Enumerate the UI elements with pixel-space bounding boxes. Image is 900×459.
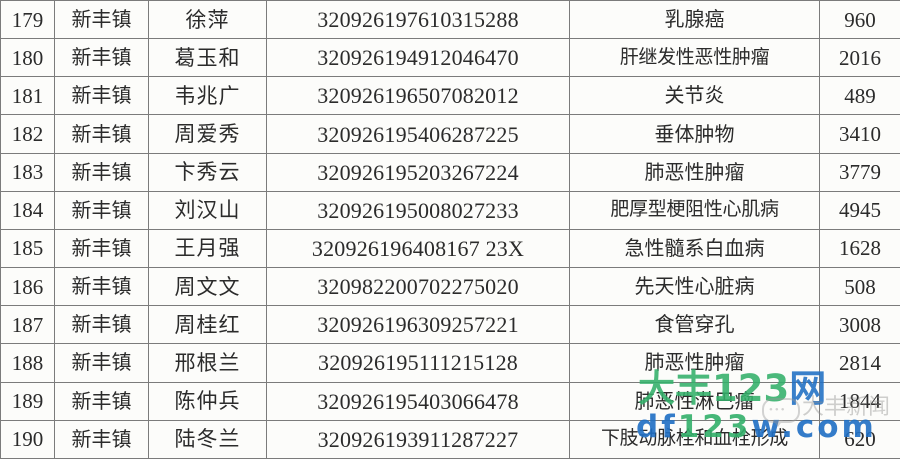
cell-index[interactable]: 189: [0, 381, 55, 421]
cell-id-number[interactable]: 320926194912046470: [266, 38, 570, 78]
cell-id-number[interactable]: 320926196309257221: [266, 305, 570, 345]
cell-disease[interactable]: 先天性心脏病: [569, 267, 820, 307]
cell-disease[interactable]: 急性髓系白血病: [569, 228, 820, 269]
cell-name[interactable]: 韦兆广: [148, 76, 267, 116]
cell-disease[interactable]: 肺恶性肿瘤: [569, 152, 820, 192]
cell-name[interactable]: 葛玉和: [148, 38, 267, 78]
cell-name[interactable]: 陆冬兰: [148, 419, 267, 459]
cell-town[interactable]: 新丰镇: [54, 0, 149, 40]
cell-disease[interactable]: 下肢动脉栓和血栓形成: [569, 419, 820, 459]
cell-amount[interactable]: 489: [819, 76, 900, 116]
cell-disease[interactable]: 肺恶性肿瘤: [569, 343, 820, 383]
cell-index[interactable]: 185: [0, 228, 55, 269]
cell-disease[interactable]: 肥厚型梗阻性心肌病: [569, 190, 820, 230]
cell-name[interactable]: 陈仲兵: [148, 381, 267, 421]
table-row[interactable]: 180 新丰镇 葛玉和 320926194912046470 肝继发性恶性肿瘤 …: [0, 38, 900, 78]
cell-disease[interactable]: 肝继发性恶性肿瘤: [569, 38, 820, 78]
cell-town[interactable]: 新丰镇: [54, 76, 149, 116]
cell-town[interactable]: 新丰镇: [54, 190, 149, 230]
table-row[interactable]: 183 新丰镇 卞秀云 320926195203267224 肺恶性肿瘤 377…: [0, 152, 900, 192]
table-row[interactable]: 181 新丰镇 韦兆广 320926196507082012 关节炎 489: [0, 76, 900, 116]
table-row[interactable]: 188 新丰镇 邢根兰 320926195111215128 肺恶性肿瘤 281…: [0, 343, 900, 383]
cell-id-number[interactable]: 320926196507082012: [266, 76, 570, 116]
cell-index[interactable]: 184: [0, 190, 55, 230]
cell-name[interactable]: 周桂红: [148, 305, 267, 345]
cell-name[interactable]: 徐萍: [148, 0, 267, 40]
table-row[interactable]: 189 新丰镇 陈仲兵 320926195403066478 肺恶性淋巴瘤 18…: [0, 381, 900, 421]
cell-index[interactable]: 179: [0, 0, 55, 40]
cell-id-number[interactable]: 320926195403066478: [266, 381, 570, 421]
cell-name[interactable]: 周爱秀: [148, 114, 267, 154]
cell-index[interactable]: 186: [0, 267, 55, 307]
cell-id-number[interactable]: 320926193911287227: [266, 419, 570, 459]
cell-index[interactable]: 190: [0, 419, 55, 459]
cell-disease[interactable]: 关节炎: [569, 76, 820, 116]
cell-name[interactable]: 周文文: [148, 267, 267, 307]
cell-disease[interactable]: 乳腺癌: [569, 0, 820, 40]
cell-town[interactable]: 新丰镇: [54, 343, 149, 383]
cell-id-number[interactable]: 320926195406287225: [266, 114, 570, 154]
cell-name[interactable]: 邢根兰: [148, 343, 267, 383]
cell-index[interactable]: 183: [0, 152, 55, 192]
cell-amount[interactable]: 960: [819, 0, 900, 40]
table-row[interactable]: 185 新丰镇 王月强 320926196408167 23X 急性髓系白血病 …: [0, 228, 900, 269]
table-row[interactable]: 179 新丰镇 徐萍 320926197610315288 乳腺癌 960: [0, 0, 900, 40]
table-row[interactable]: 190 新丰镇 陆冬兰 320926193911287227 下肢动脉栓和血栓形…: [0, 419, 900, 459]
cell-disease[interactable]: 食管穿孔: [569, 305, 820, 345]
cell-amount[interactable]: 3410: [819, 114, 900, 154]
cell-name[interactable]: 刘汉山: [148, 190, 267, 230]
table-row[interactable]: 184 新丰镇 刘汉山 320926195008027233 肥厚型梗阻性心肌病…: [0, 190, 900, 230]
cell-id-number[interactable]: 320926197610315288: [266, 0, 570, 40]
cell-id-number[interactable]: 320926195111215128: [266, 343, 570, 383]
cell-amount[interactable]: 2016: [819, 38, 900, 78]
table-row[interactable]: 186 新丰镇 周文文 320982200702275020 先天性心脏病 50…: [0, 267, 900, 307]
cell-town[interactable]: 新丰镇: [54, 267, 149, 307]
cell-amount[interactable]: 4945: [819, 190, 900, 230]
cell-town[interactable]: 新丰镇: [54, 114, 149, 154]
cell-index[interactable]: 188: [0, 343, 55, 383]
cell-name[interactable]: 王月强: [148, 228, 267, 269]
cell-amount[interactable]: 3779: [819, 152, 900, 192]
cell-town[interactable]: 新丰镇: [54, 381, 149, 421]
cell-name[interactable]: 卞秀云: [148, 152, 267, 192]
cell-town[interactable]: 新丰镇: [54, 152, 149, 192]
cell-amount[interactable]: 1844: [819, 381, 900, 421]
cell-id-number[interactable]: 320926196408167 23X: [266, 228, 570, 269]
cell-town[interactable]: 新丰镇: [54, 419, 149, 459]
cell-index[interactable]: 181: [0, 76, 55, 116]
cell-disease[interactable]: 垂体肿物: [569, 114, 820, 154]
cell-id-number[interactable]: 320926195008027233: [266, 190, 570, 230]
cell-id-number[interactable]: 320982200702275020: [266, 267, 570, 307]
cell-index[interactable]: 187: [0, 305, 55, 345]
cell-town[interactable]: 新丰镇: [54, 228, 149, 269]
cell-disease[interactable]: 肺恶性淋巴瘤: [569, 381, 820, 421]
cell-amount[interactable]: 508: [819, 267, 900, 307]
cell-amount[interactable]: 3008: [819, 305, 900, 345]
cell-amount[interactable]: 1628: [819, 228, 900, 269]
cell-town[interactable]: 新丰镇: [54, 305, 149, 345]
cell-index[interactable]: 180: [0, 38, 55, 78]
table-row[interactable]: 187 新丰镇 周桂红 320926196309257221 食管穿孔 3008: [0, 305, 900, 345]
cell-amount[interactable]: 2814: [819, 343, 900, 383]
cell-index[interactable]: 182: [0, 114, 55, 154]
cell-id-number[interactable]: 320926195203267224: [266, 152, 570, 192]
table-row[interactable]: 182 新丰镇 周爱秀 320926195406287225 垂体肿物 3410: [0, 114, 900, 154]
cell-amount[interactable]: 620: [819, 419, 900, 459]
cell-town[interactable]: 新丰镇: [54, 38, 149, 78]
